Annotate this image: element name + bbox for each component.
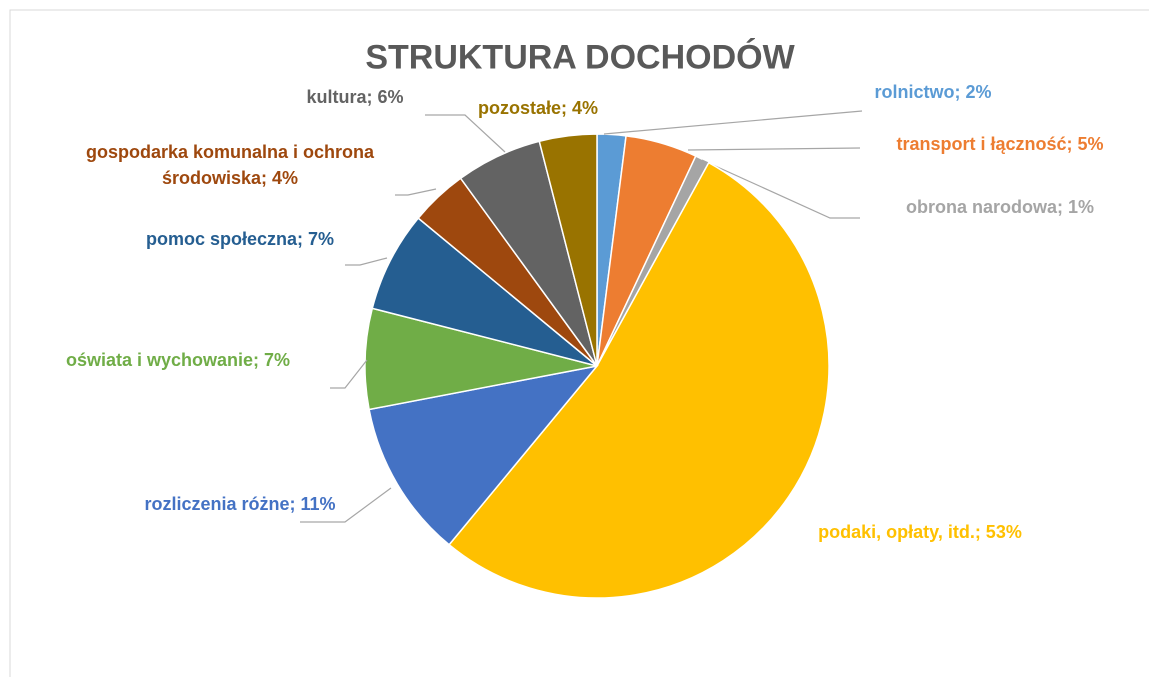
pie-slice <box>448 161 830 599</box>
data-label: rolnictwo; 2% <box>874 82 992 102</box>
frame <box>9 9 1149 677</box>
data-label: transport i łączność; 5% <box>896 134 1104 154</box>
pie-slice <box>368 364 599 546</box>
data-label: pomoc społeczna; 7% <box>145 229 335 249</box>
data-label: podaki, opłaty, itd.; 53% <box>818 522 1022 542</box>
data-label: gospodarka komunalna i ochrona środowisk… <box>85 142 375 188</box>
data-label: pozostałe; 4% <box>477 98 599 118</box>
data-label: rozliczenia różne; 11% <box>144 494 336 514</box>
leader-line <box>687 147 861 151</box>
data-label: kultura; 6% <box>306 87 404 107</box>
pie-slice <box>538 133 598 367</box>
leader-line <box>395 188 437 196</box>
chart-title: STRUKTURA DOCHODÓW <box>365 38 795 77</box>
leader-line <box>300 487 392 523</box>
leader-line <box>330 359 368 389</box>
data-label: oświata i wychowanie; 7% <box>65 350 291 370</box>
data-label: obrona narodowa; 1% <box>905 197 1094 217</box>
leader-line <box>425 114 506 153</box>
pie-slice <box>371 217 598 367</box>
leader-line <box>345 257 388 266</box>
leader-line <box>701 159 860 219</box>
leader-line <box>603 110 863 135</box>
pie-slice <box>364 307 598 411</box>
